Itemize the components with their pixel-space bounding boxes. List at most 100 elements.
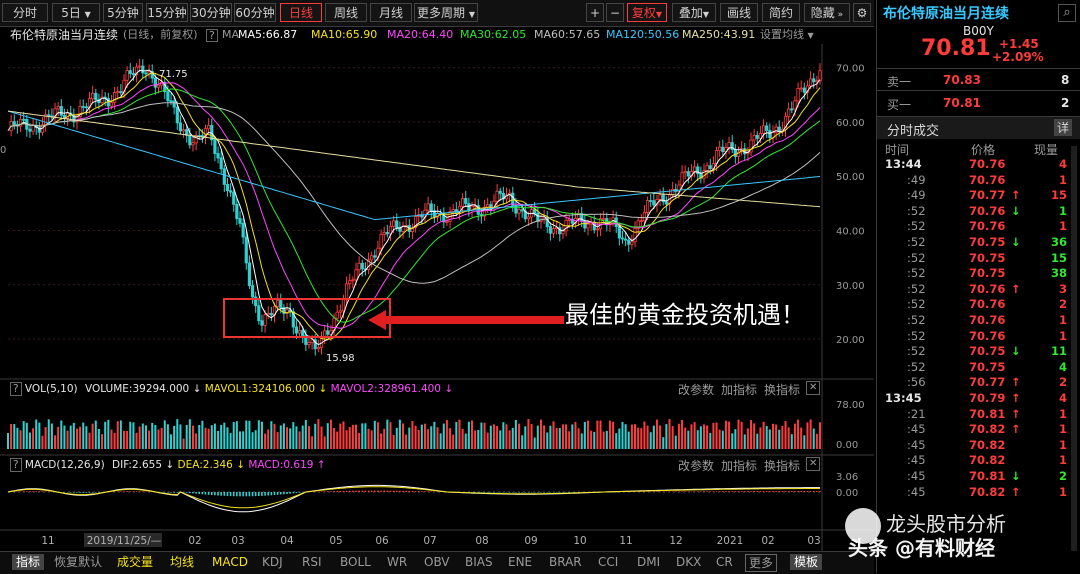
tab-kdj[interactable]: KDJ [262,554,283,570]
chevron-down-icon: ▼ [656,10,662,19]
tab-brar[interactable]: BRAR [549,554,582,570]
vol-bar [800,428,802,449]
macd-switch-indicator[interactable]: 换指标 [764,457,800,474]
period-tab-fenshi[interactable]: 分时 [2,3,48,22]
vol-bar [192,426,194,449]
vol-bar [640,428,642,449]
zoom-out-button[interactable]: − [606,3,624,22]
ma-settings-button[interactable]: 设置均线 ▼ [760,26,814,45]
candle-body [618,227,620,238]
vol-bar [132,422,134,449]
vol-bar [741,422,743,449]
more-periods-dropdown[interactable]: 更多周期 ▼ [414,3,478,22]
close-icon[interactable]: ✕ [806,381,820,395]
trade-volume: 2 [1059,469,1067,483]
vol-bar [540,420,542,449]
tab-cci[interactable]: CCI [598,554,618,570]
vol-bar [471,420,473,449]
tab-boll[interactable]: BOLL [340,554,371,570]
macd-bar [390,491,392,492]
tab-obv[interactable]: OBV [424,554,450,570]
candle-body [552,229,554,234]
ma-settings-label: 设置均线 [760,28,804,41]
macd-bar [368,491,370,492]
vol-bar [205,428,207,449]
tab-wr[interactable]: WR [387,554,407,570]
close-icon[interactable]: ✕ [806,457,820,471]
divider [877,90,1080,91]
vol-bar [549,426,551,449]
overlay-dropdown[interactable]: 叠加▼ [672,3,716,22]
ma30-value: MA30:62.05 [460,26,526,44]
macd-change-params[interactable]: 改参数 [678,457,714,474]
period-tab-30min[interactable]: 30分钟 [190,3,232,22]
adjust-dropdown[interactable]: 复权▼ [627,3,667,22]
vol-bar [280,425,282,449]
macd-bar [719,491,721,492]
macd-add-indicator[interactable]: 加指标 [721,457,757,474]
macd-bar [82,492,84,493]
tab-macd[interactable]: MACD [212,554,248,570]
candle-body [728,143,730,148]
macd-help-icon[interactable]: ? [10,458,22,472]
period-tab-15min[interactable]: 15分钟 [146,3,188,22]
tab-reset-default[interactable]: 恢复默认 [54,554,102,570]
vol-header: ? VOL(5,10) VOLUME:39294.000 ↓ MAVOL1:32… [10,381,453,397]
macd-bar [377,491,379,492]
macd-bar [198,492,200,494]
period-tab-5min[interactable]: 5分钟 [103,3,143,22]
macd-bar [167,492,169,493]
macd-bar [361,491,363,492]
macd-bar [233,492,235,496]
detail-button[interactable]: 详 [1054,119,1072,136]
vol-bar [242,431,244,449]
zoom-in-button[interactable]: + [586,3,604,22]
candle-body [352,280,354,281]
tab-ma[interactable]: 均线 [170,554,194,570]
period-tab-60min[interactable]: 60分钟 [234,3,276,22]
simple-mode-button[interactable]: 简约 [762,3,800,22]
search-icon[interactable]: ⌕ [1058,4,1076,22]
tab-ene[interactable]: ENE [508,554,532,570]
macd-bar [176,492,178,493]
tab-cr[interactable]: CR [716,554,733,570]
ma250-value: MA250:43.91 [682,26,755,44]
tab-volume[interactable]: 成交量 [117,554,153,570]
macd-bar [688,491,690,492]
vol-bar [396,428,398,449]
draw-line-button[interactable]: 画线 [720,3,758,22]
tab-dkx[interactable]: DKX [676,554,701,570]
vol-bar [220,425,222,449]
macd-bar [280,492,282,495]
tab-dmi[interactable]: DMI [637,554,660,570]
tab-indicator[interactable]: 指标 [12,554,44,570]
hide-button[interactable]: 隐藏 » [804,3,850,22]
vol-bar [85,426,87,449]
trade-time: :52 [907,329,926,343]
help-icon[interactable]: ? [206,29,218,42]
vol-add-indicator[interactable]: 加指标 [721,381,757,398]
period-tab-weekly[interactable]: 周线 [325,3,367,22]
down-arrow-icon: ↓ [236,459,245,471]
vol-change-params[interactable]: 改参数 [678,381,714,398]
vol-help-icon[interactable]: ? [10,382,22,396]
tab-more[interactable]: 更多 [745,554,777,572]
macd-bar [352,491,354,492]
gear-icon[interactable]: ⚙ [853,3,871,22]
period-tab-daily[interactable]: 日线 [280,3,322,22]
down-arrow-icon: ↓ [318,383,327,395]
macd-bar [775,491,777,492]
tab-rsi[interactable]: RSI [302,554,322,570]
trade-volume: 38 [1051,266,1067,280]
tab-bias[interactable]: BIAS [465,554,493,570]
period-tab-5day[interactable]: 5日 ▼ [52,3,100,22]
macd-bar [402,491,404,492]
tab-template[interactable]: 模板 [790,554,822,570]
candle-body [154,78,156,87]
vol-switch-indicator[interactable]: 换指标 [764,381,800,398]
period-tab-monthly[interactable]: 月线 [370,3,412,22]
vol-bar [493,424,495,449]
quote-title: 布伦特原油当月连续 [883,3,1009,23]
